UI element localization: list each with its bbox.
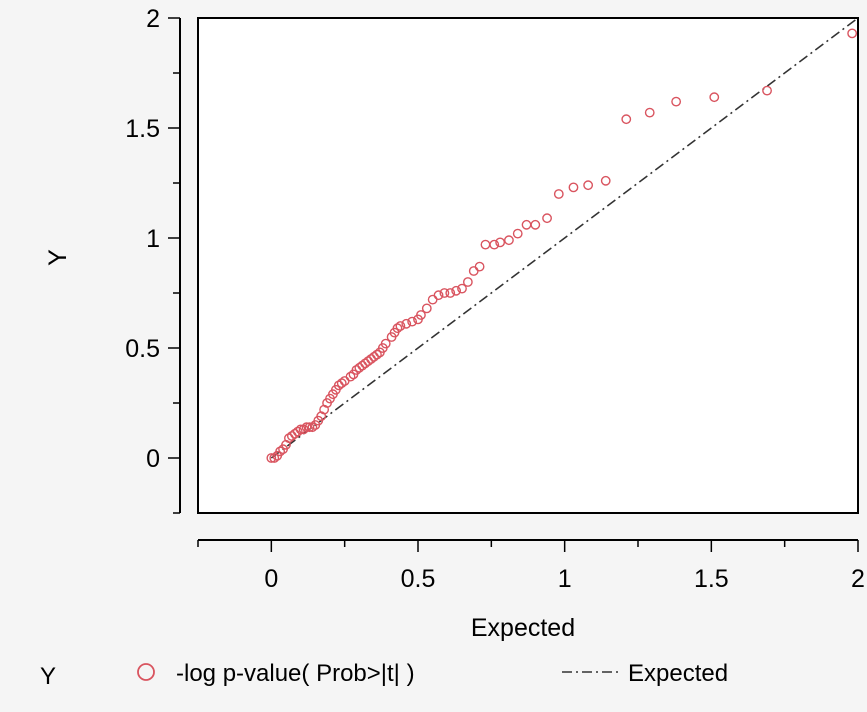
expected-line — [270, 17, 859, 459]
data-point — [504, 235, 514, 246]
x-tick-label: 0.5 — [401, 565, 436, 593]
data-point — [421, 303, 432, 314]
x-tick-label: 2 — [851, 565, 865, 593]
x-tick-label: 1.5 — [694, 565, 729, 593]
x-tick-label: 1 — [558, 565, 572, 593]
data-point — [709, 92, 720, 103]
data-point — [462, 277, 473, 287]
data-point — [583, 180, 594, 191]
data-point — [451, 285, 462, 296]
data-point — [275, 446, 286, 457]
data-point — [542, 213, 552, 224]
data-point — [762, 85, 772, 96]
data-point — [401, 318, 412, 329]
y-tick-label: 0 — [146, 445, 160, 473]
data-point — [336, 378, 347, 389]
data-point — [380, 338, 391, 349]
data-point — [671, 96, 682, 107]
data-point — [445, 288, 456, 298]
data-point — [644, 107, 655, 118]
y-tick-label: 1 — [146, 225, 160, 253]
data-point — [621, 114, 632, 125]
data-point — [553, 189, 564, 199]
data-point — [266, 453, 277, 463]
data-point — [474, 261, 485, 272]
data-point — [392, 323, 403, 334]
y-axis-title: Y — [44, 249, 72, 266]
data-point — [307, 422, 318, 433]
data-point — [495, 237, 506, 248]
y-tick-label: 2 — [146, 5, 160, 33]
data-point — [568, 182, 579, 193]
data-point — [847, 28, 858, 39]
data-point — [600, 175, 611, 186]
data-point — [372, 349, 382, 360]
data-point — [530, 219, 541, 230]
data-point — [407, 316, 418, 327]
data-point — [395, 321, 406, 331]
legend-marker-circle — [137, 663, 155, 681]
legend-label-expected: Expected — [628, 660, 728, 687]
data-point — [292, 426, 303, 437]
legend-label-pvalue: -log p-value( Prob>|t| ) — [176, 660, 415, 687]
legend-title: Y — [40, 663, 56, 690]
data-point — [489, 239, 500, 250]
data-point — [295, 424, 306, 435]
data-point — [301, 422, 312, 433]
data-point — [512, 228, 523, 239]
data-point — [433, 290, 444, 301]
data-point — [304, 422, 315, 433]
x-tick-label: 0 — [264, 565, 278, 593]
data-point — [457, 283, 467, 294]
axes-layer: 0 0.5 1 1.5 2 0 0.5 1 1.5 2 Expected Y — [44, 5, 865, 642]
data-point — [416, 310, 426, 320]
y-tick-label: 1.5 — [125, 115, 160, 143]
y-tick-label: 0.5 — [125, 335, 160, 363]
data-point — [345, 371, 356, 382]
series-layer — [266, 17, 859, 463]
data-point — [269, 453, 280, 463]
data-point — [439, 288, 450, 298]
legend-layer: Y -log p-value( Prob>|t| ) Expected — [40, 660, 728, 690]
data-point — [298, 424, 309, 435]
x-axis-title: Expected — [471, 614, 575, 642]
